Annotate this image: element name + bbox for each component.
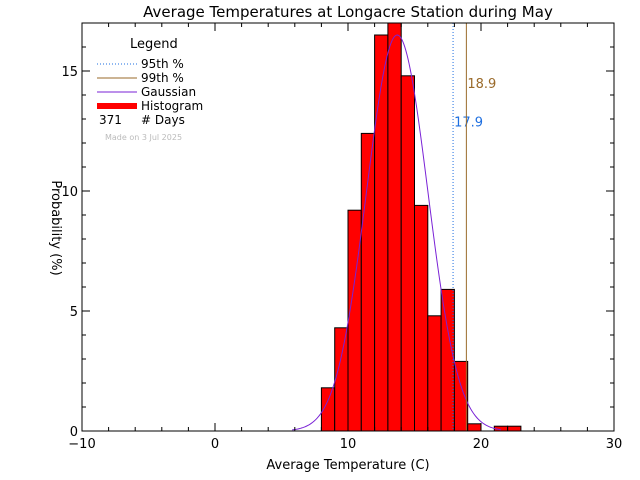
x-tick-label-0: −10 <box>68 437 95 452</box>
legend-label-0: 95th % <box>141 57 184 71</box>
legend-label-3: Histogram <box>141 99 203 113</box>
x-axis-label: Average Temperature (C) <box>266 458 429 473</box>
made-on-note: Made on 3 Jul 2025 <box>105 133 182 142</box>
histogram-bar-2 <box>347 209 362 432</box>
percentile-layer: 17.9 18.9 <box>452 23 496 431</box>
percentile-value-label-1: 18.9 <box>467 77 496 92</box>
legend-count-value: 371 <box>99 113 122 127</box>
y-tick-label-0: 0 <box>70 425 78 440</box>
histogram-bar-13 <box>507 425 522 432</box>
legend-label-2: Gaussian <box>141 85 196 99</box>
histogram-bars <box>320 22 522 432</box>
y-tick-label-2: 10 <box>61 185 78 200</box>
histogram-bar-4 <box>374 34 389 432</box>
histogram-bar-11 <box>467 423 482 432</box>
y-tick-label-3: 15 <box>61 65 78 80</box>
histogram-bar-1 <box>334 327 349 432</box>
histogram-bar-8 <box>427 315 442 432</box>
axis-ticks <box>81 23 615 432</box>
chart-title: Average Temperatures at Longacre Station… <box>143 3 553 21</box>
histogram-bar-6 <box>400 75 416 432</box>
histogram-bar-9 <box>440 288 455 432</box>
x-tick-label-4: 30 <box>606 437 623 452</box>
histogram-bar-7 <box>414 204 429 432</box>
y-tick-label-1: 5 <box>70 305 78 320</box>
percentile-value-label-0: 17.9 <box>454 115 483 130</box>
x-tick-label-2: 10 <box>340 437 357 452</box>
x-tick-label-3: 20 <box>473 437 490 452</box>
histogram-bar-5 <box>387 22 402 432</box>
legend-label-1: 99th % <box>141 71 184 85</box>
y-axis-label: Probability (%) <box>48 180 63 275</box>
legend-label-4: # Days <box>141 113 185 127</box>
legend-title: Legend <box>130 37 178 52</box>
x-tick-label-1: 0 <box>211 437 219 452</box>
